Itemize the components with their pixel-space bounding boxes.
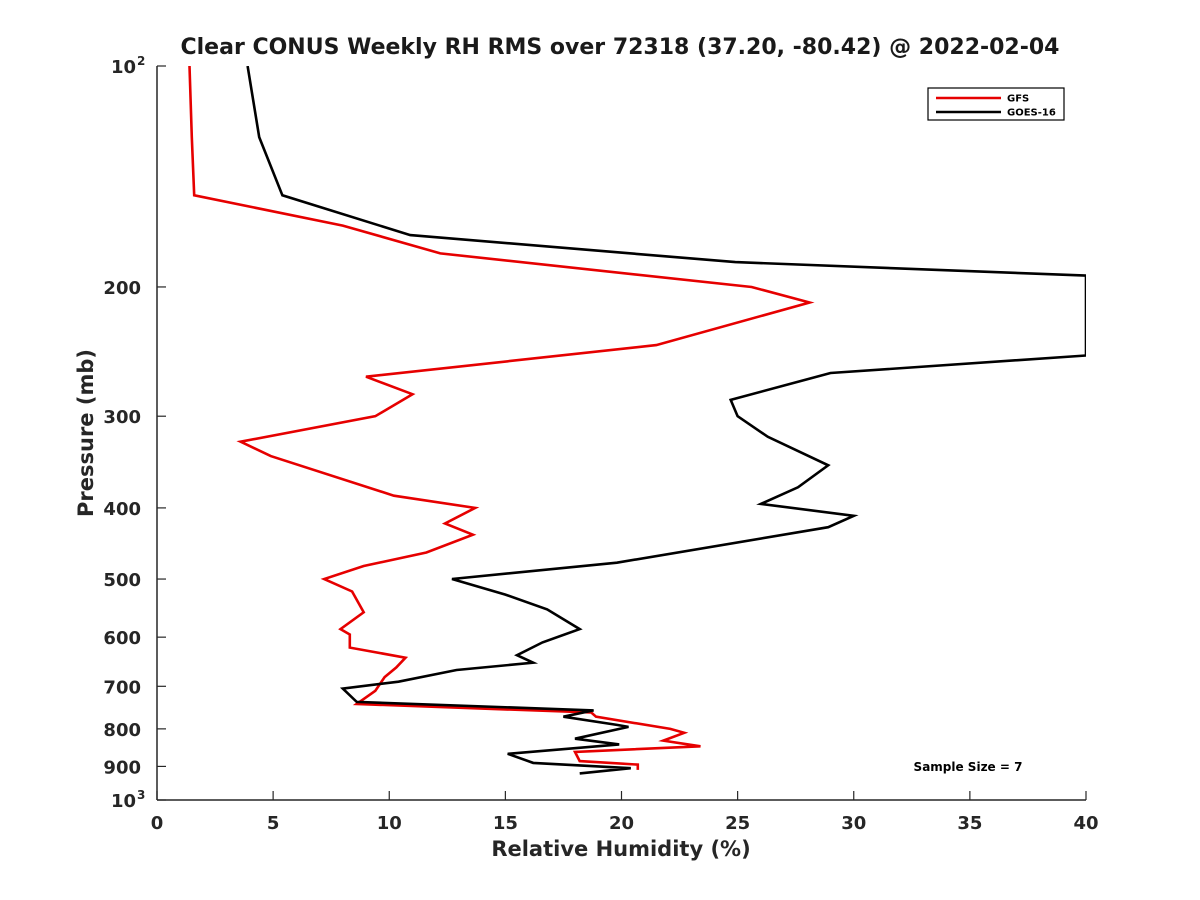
y-tick-label: 200 — [103, 278, 141, 299]
y-tick-label: 700 — [103, 677, 141, 698]
x-ticks: 0 5 10 15 20 25 30 35 40 — [151, 791, 1099, 834]
y-tick-label: 400 — [103, 499, 141, 520]
legend-box — [927, 87, 1065, 121]
x-tick-label: 10 — [377, 813, 402, 834]
x-axis-label: Relative Humidity (%) — [491, 837, 750, 861]
series-line-gfs — [188, 66, 815, 770]
sample-size-annotation: Sample Size = 7 — [914, 760, 1023, 774]
x-tick-label: 40 — [1073, 813, 1098, 834]
x-tick-label: 35 — [957, 813, 982, 834]
y-tick-label: 10 — [111, 791, 136, 812]
legend-label-gfs: GFS — [1007, 94, 1029, 105]
legend-label-goes-16: GOES-16 — [1007, 108, 1056, 119]
x-tick-label: 20 — [609, 813, 634, 834]
x-tick-label: 5 — [267, 813, 280, 834]
y-tick-label-exponent: 3 — [137, 788, 145, 802]
y-tick-label: 300 — [103, 407, 141, 428]
x-tick-label: 30 — [841, 813, 866, 834]
y-tick-label: 500 — [103, 570, 141, 591]
chart-title: Clear CONUS Weekly RH RMS over 72318 (37… — [181, 35, 1060, 60]
y-tick-label-exponent: 2 — [137, 54, 145, 68]
y-tick-label: 600 — [103, 628, 141, 649]
y-tick-label: 10 — [111, 57, 136, 78]
x-tick-label: 15 — [493, 813, 518, 834]
y-tick-label: 900 — [103, 757, 141, 778]
y-tick-label: 800 — [103, 720, 141, 741]
legend: GFS GOES-16 — [927, 87, 1065, 121]
axes — [156, 66, 1086, 801]
x-tick-label: 25 — [725, 813, 750, 834]
x-tick-label: 0 — [151, 813, 164, 834]
series-group — [188, 66, 1086, 775]
series-line-goes-16 — [246, 66, 1086, 775]
y-axis-label: Pressure (mb) — [74, 349, 98, 517]
